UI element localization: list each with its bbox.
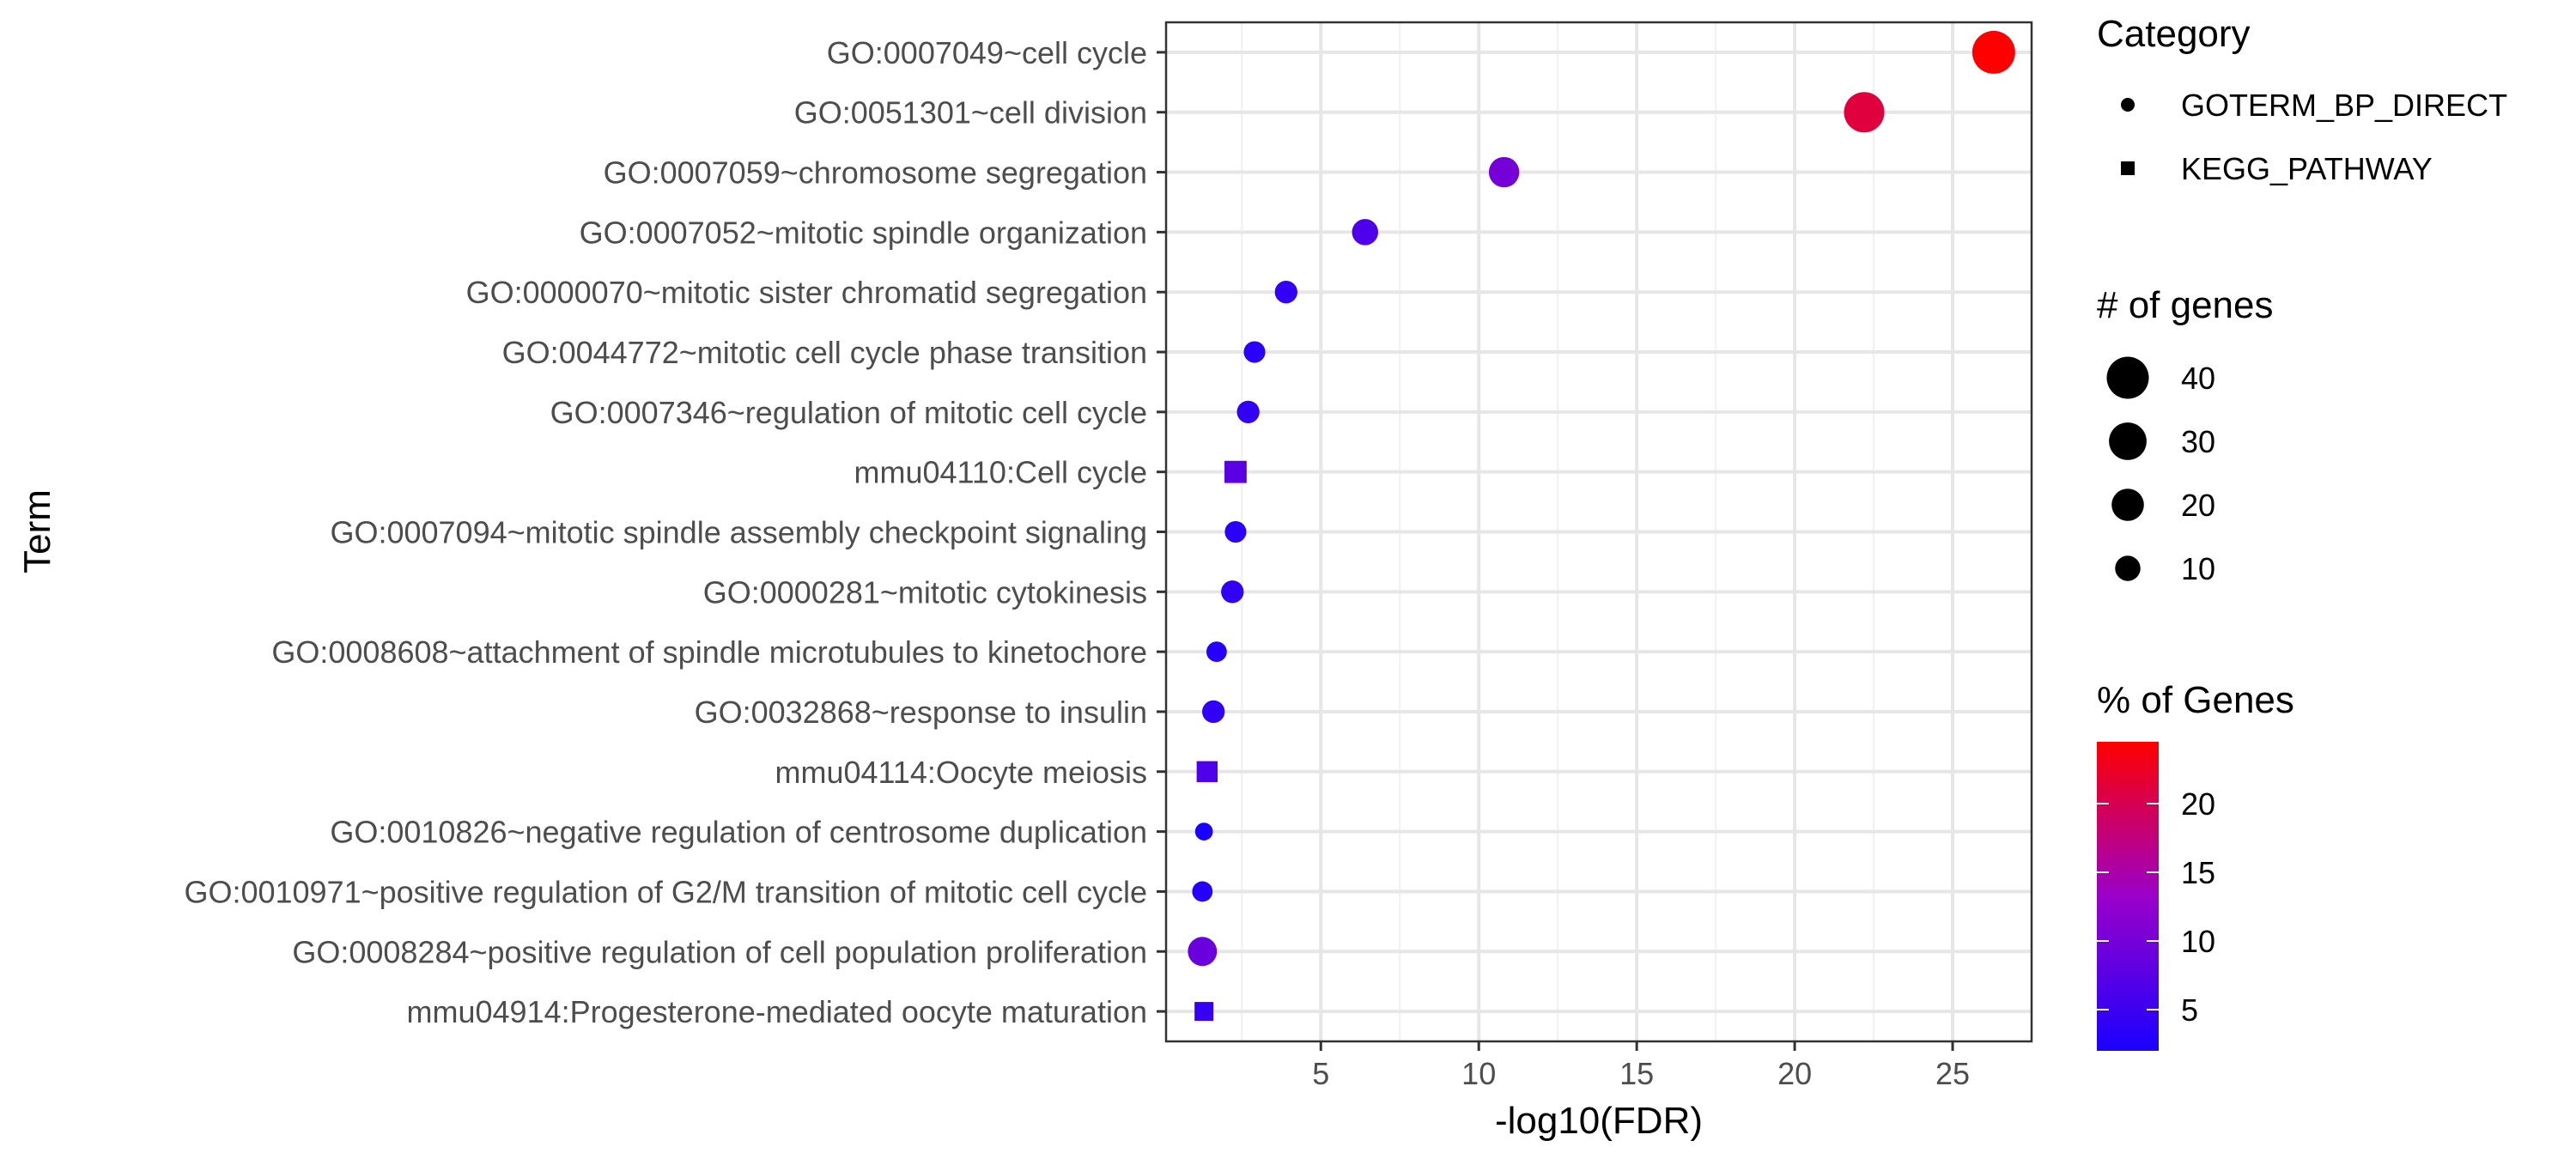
x-axis-title: -log10(FDR) bbox=[1495, 1100, 1703, 1142]
y-axis: GO:0007049~cell cycle GO:0051301~cell div… bbox=[184, 35, 1166, 1029]
legend-color-title: % of Genes bbox=[2097, 679, 2294, 721]
data-point-circle bbox=[1188, 937, 1218, 967]
data-point-circle bbox=[1352, 219, 1379, 246]
y-tick-label: GO:0007049~cell cycle bbox=[827, 35, 1147, 70]
grid-lines bbox=[1166, 22, 2032, 1041]
data-point-circle bbox=[1236, 400, 1260, 424]
x-tick-label: 20 bbox=[1777, 1056, 1812, 1091]
y-tick-label: GO:0008608~attachment of spindle microtu… bbox=[271, 634, 1147, 670]
data-point-circle bbox=[1971, 30, 2015, 74]
y-tick-label: GO:0007059~chromosome segregation bbox=[604, 155, 1147, 191]
data-point-circle bbox=[1206, 641, 1227, 663]
legend-category: Category GOTERM_BP_DIRECT KEGG_PATHWAY bbox=[2097, 13, 2507, 186]
x-tick-label: 10 bbox=[1461, 1056, 1496, 1091]
legend-size-label: 30 bbox=[2181, 424, 2215, 459]
y-tick-label: GO:0000070~mitotic sister chromatid segr… bbox=[466, 275, 1147, 310]
y-tick-label: GO:0010826~negative regulation of centro… bbox=[330, 815, 1147, 850]
legend-size: # of genes 40 30 20 10 bbox=[2097, 284, 2274, 586]
y-tick-label: GO:0044772~mitotic cell cycle phase tran… bbox=[502, 335, 1147, 370]
data-point-circle bbox=[1221, 580, 1244, 604]
y-tick-label: mmu04914:Progesterone-mediated oocyte ma… bbox=[407, 994, 1148, 1029]
legend-color: % of Genes 20 15 10 5 bbox=[2097, 679, 2294, 1051]
legend-square-key bbox=[2121, 161, 2135, 175]
legend-circle-key bbox=[2121, 98, 2135, 112]
legend-size-key bbox=[2111, 488, 2144, 521]
color-bar-label: 10 bbox=[2181, 924, 2215, 959]
y-tick-label: GO:0007094~mitotic spindle assembly chec… bbox=[330, 515, 1147, 550]
data-points bbox=[1188, 30, 2015, 1022]
legend-category-title: Category bbox=[2097, 13, 2251, 55]
x-tick-label: 5 bbox=[1312, 1056, 1329, 1091]
y-tick-label: GO:0008284~positive regulation of cell p… bbox=[292, 934, 1147, 969]
data-point-circle bbox=[1488, 156, 1520, 188]
legend-size-label: 20 bbox=[2181, 488, 2215, 523]
data-point-circle bbox=[1844, 92, 1885, 133]
x-axis: 5 10 15 20 25 bbox=[1312, 1041, 1970, 1091]
color-bar-label: 20 bbox=[2181, 786, 2215, 822]
legend-size-label: 40 bbox=[2181, 361, 2215, 396]
color-bar bbox=[2097, 742, 2159, 1051]
data-point-circle bbox=[1274, 281, 1297, 304]
y-tick-label: GO:0051301~cell division bbox=[794, 95, 1147, 130]
x-tick-label: 25 bbox=[1935, 1056, 1970, 1091]
data-point-square bbox=[1194, 1002, 1214, 1022]
data-point-square bbox=[1196, 761, 1218, 782]
x-tick-label: 15 bbox=[1619, 1056, 1654, 1091]
data-point-circle bbox=[1224, 520, 1247, 543]
data-point-circle bbox=[1194, 822, 1213, 840]
y-tick-label: mmu04114:Oocyte meiosis bbox=[775, 755, 1147, 790]
legend-category-label: GOTERM_BP_DIRECT bbox=[2181, 88, 2507, 123]
y-tick-label: GO:0010971~positive regulation of G2/M t… bbox=[184, 874, 1147, 909]
legend-size-title: # of genes bbox=[2097, 284, 2274, 326]
data-point-circle bbox=[1243, 341, 1266, 363]
y-tick-label: GO:0032868~response to insulin bbox=[695, 695, 1147, 730]
y-tick-label: GO:0007346~regulation of mitotic cell cy… bbox=[550, 395, 1147, 430]
legend-size-key bbox=[2115, 555, 2141, 581]
color-bar-label: 15 bbox=[2181, 855, 2215, 890]
legend-category-label: KEGG_PATHWAY bbox=[2181, 151, 2433, 186]
legend-size-key bbox=[2106, 356, 2149, 399]
color-bar-label: 5 bbox=[2181, 992, 2198, 1028]
y-tick-label: mmu04110:Cell cycle bbox=[854, 455, 1147, 490]
legend-size-label: 10 bbox=[2181, 551, 2215, 586]
y-tick-label: GO:0007052~mitotic spindle organization bbox=[580, 215, 1147, 250]
data-point-circle bbox=[1202, 700, 1225, 724]
y-tick-label: GO:0000281~mitotic cytokinesis bbox=[703, 574, 1147, 610]
y-axis-title: Term bbox=[16, 489, 58, 573]
legend-size-key bbox=[2109, 422, 2147, 460]
data-point-square bbox=[1224, 460, 1247, 483]
data-point-circle bbox=[1192, 881, 1213, 902]
